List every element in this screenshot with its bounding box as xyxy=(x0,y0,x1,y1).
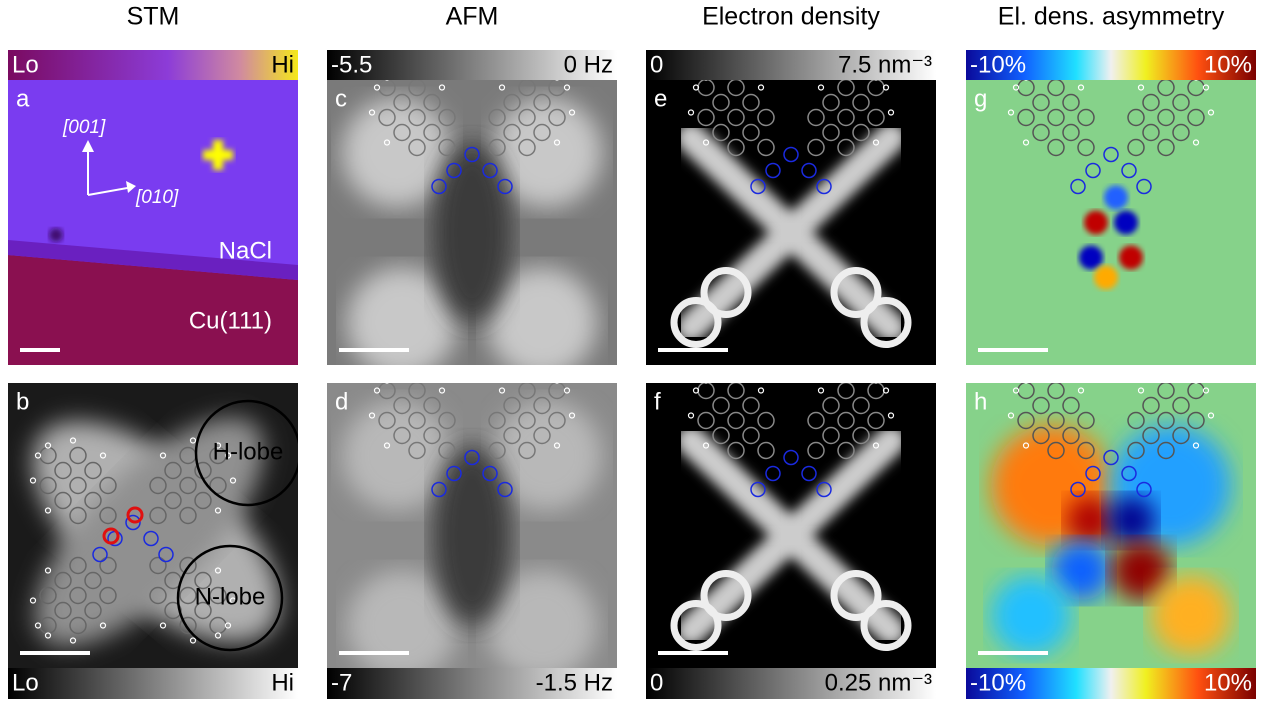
colorbar-high: -1.5 Hz xyxy=(536,669,613,696)
atom xyxy=(1049,373,1054,378)
blob xyxy=(1106,496,1156,546)
colorbar-low: -10% xyxy=(970,669,1026,696)
lobe xyxy=(492,401,602,511)
blob xyxy=(1119,246,1143,270)
panel-letter: d xyxy=(335,388,348,415)
panel: e xyxy=(646,70,936,365)
atom xyxy=(729,373,734,378)
panel-letter: b xyxy=(16,388,29,415)
lobe xyxy=(342,401,452,511)
bg xyxy=(966,80,1256,365)
colorbar-low: 0 xyxy=(650,51,663,78)
panel: c xyxy=(327,70,617,378)
panel: H-lobe N-lobe b xyxy=(0,382,316,682)
panel-letter: f xyxy=(654,388,661,415)
atom xyxy=(530,373,535,378)
panel-letter: a xyxy=(16,85,30,112)
blob xyxy=(1079,246,1103,270)
column-title: AFM xyxy=(446,3,499,31)
colorbar-low: 0 xyxy=(650,669,663,696)
panel: [001] [010] NaCl Cu(111) a xyxy=(8,80,298,365)
blob xyxy=(991,576,1071,656)
colorbar-low: Lo xyxy=(12,669,39,696)
annotation: NaCl xyxy=(219,237,272,264)
dark-center xyxy=(432,143,512,323)
figure: STM Lo Hi Lo Hi [001] [010] NaCl Cu(111) a H-lobe N… xyxy=(0,0,1269,704)
atom xyxy=(410,373,415,378)
colorbar-low: -7 xyxy=(331,669,352,696)
column-title: El. dens. asymmetry xyxy=(998,3,1225,31)
dark-center xyxy=(432,446,512,626)
annotation: [010] xyxy=(135,187,179,208)
column-title: Electron density xyxy=(702,3,880,31)
atom xyxy=(1024,378,1029,383)
blob xyxy=(1084,211,1108,235)
atom xyxy=(704,378,709,383)
atom xyxy=(874,378,879,383)
colorbar xyxy=(8,668,298,699)
blob xyxy=(1104,186,1128,210)
colorbar xyxy=(8,50,298,81)
blob xyxy=(1151,576,1231,656)
colorbar-high: Hi xyxy=(271,51,294,78)
colorbar-high: 0.25 nm⁻³ xyxy=(825,669,932,696)
colorbar-high: 10% xyxy=(1204,669,1252,696)
colorbar-high: 10% xyxy=(1204,51,1252,78)
lobe xyxy=(492,98,602,208)
panel: d xyxy=(327,373,617,681)
atom xyxy=(849,373,854,378)
atom xyxy=(555,378,560,383)
atom xyxy=(1194,378,1199,383)
panel: h xyxy=(966,373,1256,668)
panel-letter: c xyxy=(335,85,347,112)
defect xyxy=(49,228,63,242)
colorbar-low: -5.5 xyxy=(331,51,372,78)
panel: f xyxy=(646,373,936,668)
panel-letter: h xyxy=(974,388,987,415)
panel-letter: e xyxy=(654,85,667,112)
annotation: N-lobe xyxy=(195,583,266,610)
atom xyxy=(385,378,390,383)
column-title: STM xyxy=(127,3,180,31)
colorbar-high: 7.5 nm⁻³ xyxy=(838,51,932,78)
colorbar-low: Lo xyxy=(12,51,39,78)
colorbar-high: Hi xyxy=(271,669,294,696)
annotation: Cu(111) xyxy=(189,307,272,334)
blob xyxy=(1094,266,1118,290)
colorbar-low: -10% xyxy=(970,51,1026,78)
atom xyxy=(1169,373,1174,378)
annotation: H-lobe xyxy=(213,438,284,465)
blob xyxy=(1114,211,1138,235)
panel: g xyxy=(966,70,1256,365)
panel-letter: g xyxy=(974,85,987,112)
annotation: [001] xyxy=(62,117,106,138)
colorbar-high: 0 Hz xyxy=(564,51,613,78)
lobe xyxy=(342,98,452,208)
